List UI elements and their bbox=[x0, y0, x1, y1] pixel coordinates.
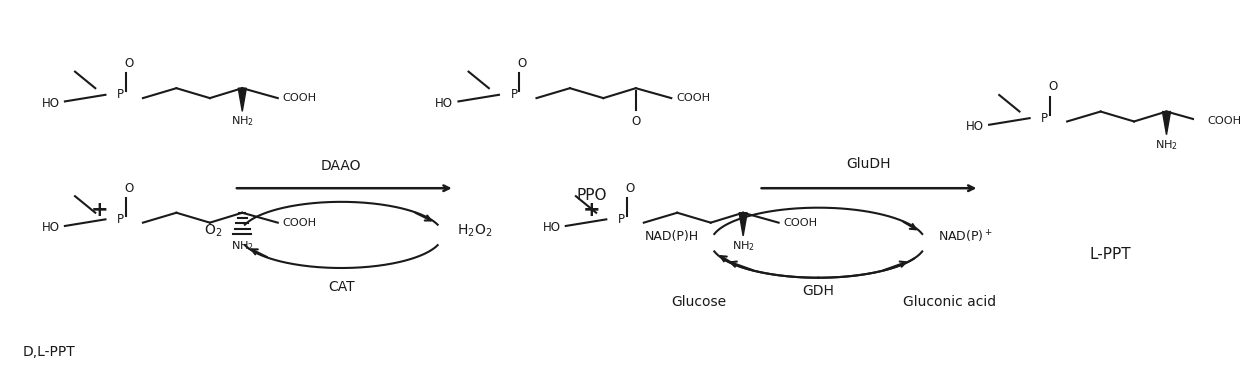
Polygon shape bbox=[739, 213, 748, 236]
Text: COOH: COOH bbox=[784, 218, 818, 228]
Text: HO: HO bbox=[42, 221, 60, 234]
Text: P: P bbox=[511, 88, 517, 101]
Text: +: + bbox=[583, 200, 600, 220]
Text: Glucose: Glucose bbox=[671, 295, 727, 309]
Text: COOH: COOH bbox=[1207, 116, 1240, 127]
Text: DAAO: DAAO bbox=[321, 159, 362, 172]
Text: P: P bbox=[618, 213, 625, 226]
Text: O$_2$: O$_2$ bbox=[203, 223, 222, 239]
Text: O: O bbox=[517, 57, 527, 70]
Text: NAD(P)$^+$: NAD(P)$^+$ bbox=[937, 229, 992, 245]
Text: COOH: COOH bbox=[283, 218, 317, 228]
Text: P: P bbox=[1042, 112, 1048, 125]
Polygon shape bbox=[1162, 112, 1171, 135]
Text: O: O bbox=[124, 181, 134, 194]
Text: NH$_2$: NH$_2$ bbox=[231, 114, 254, 129]
Text: GDH: GDH bbox=[802, 283, 835, 298]
Text: Gluconic acid: Gluconic acid bbox=[903, 295, 996, 309]
Text: NH$_2$: NH$_2$ bbox=[732, 239, 754, 253]
Text: O: O bbox=[1048, 80, 1058, 93]
Text: D,L-PPT: D,L-PPT bbox=[22, 345, 76, 359]
Text: P: P bbox=[117, 88, 124, 101]
Text: HO: HO bbox=[42, 96, 60, 110]
Text: NAD(P)H: NAD(P)H bbox=[645, 230, 699, 243]
Text: P: P bbox=[117, 213, 124, 226]
Text: HO: HO bbox=[435, 96, 454, 110]
Text: HO: HO bbox=[966, 120, 985, 133]
Text: COOH: COOH bbox=[676, 93, 711, 103]
Text: NH$_2$: NH$_2$ bbox=[1156, 138, 1178, 152]
Text: PPO: PPO bbox=[577, 188, 606, 203]
Polygon shape bbox=[238, 88, 247, 111]
Text: COOH: COOH bbox=[283, 93, 317, 103]
Text: O: O bbox=[625, 181, 634, 194]
Text: +: + bbox=[91, 200, 108, 220]
Text: H$_2$O$_2$: H$_2$O$_2$ bbox=[456, 223, 492, 239]
Text: O: O bbox=[124, 57, 134, 70]
Text: HO: HO bbox=[543, 221, 560, 234]
Text: CAT: CAT bbox=[327, 279, 355, 294]
Text: GluDH: GluDH bbox=[846, 157, 890, 171]
Text: NH$_2$: NH$_2$ bbox=[231, 239, 254, 253]
Text: O: O bbox=[631, 114, 640, 128]
Text: L-PPT: L-PPT bbox=[1090, 247, 1131, 262]
